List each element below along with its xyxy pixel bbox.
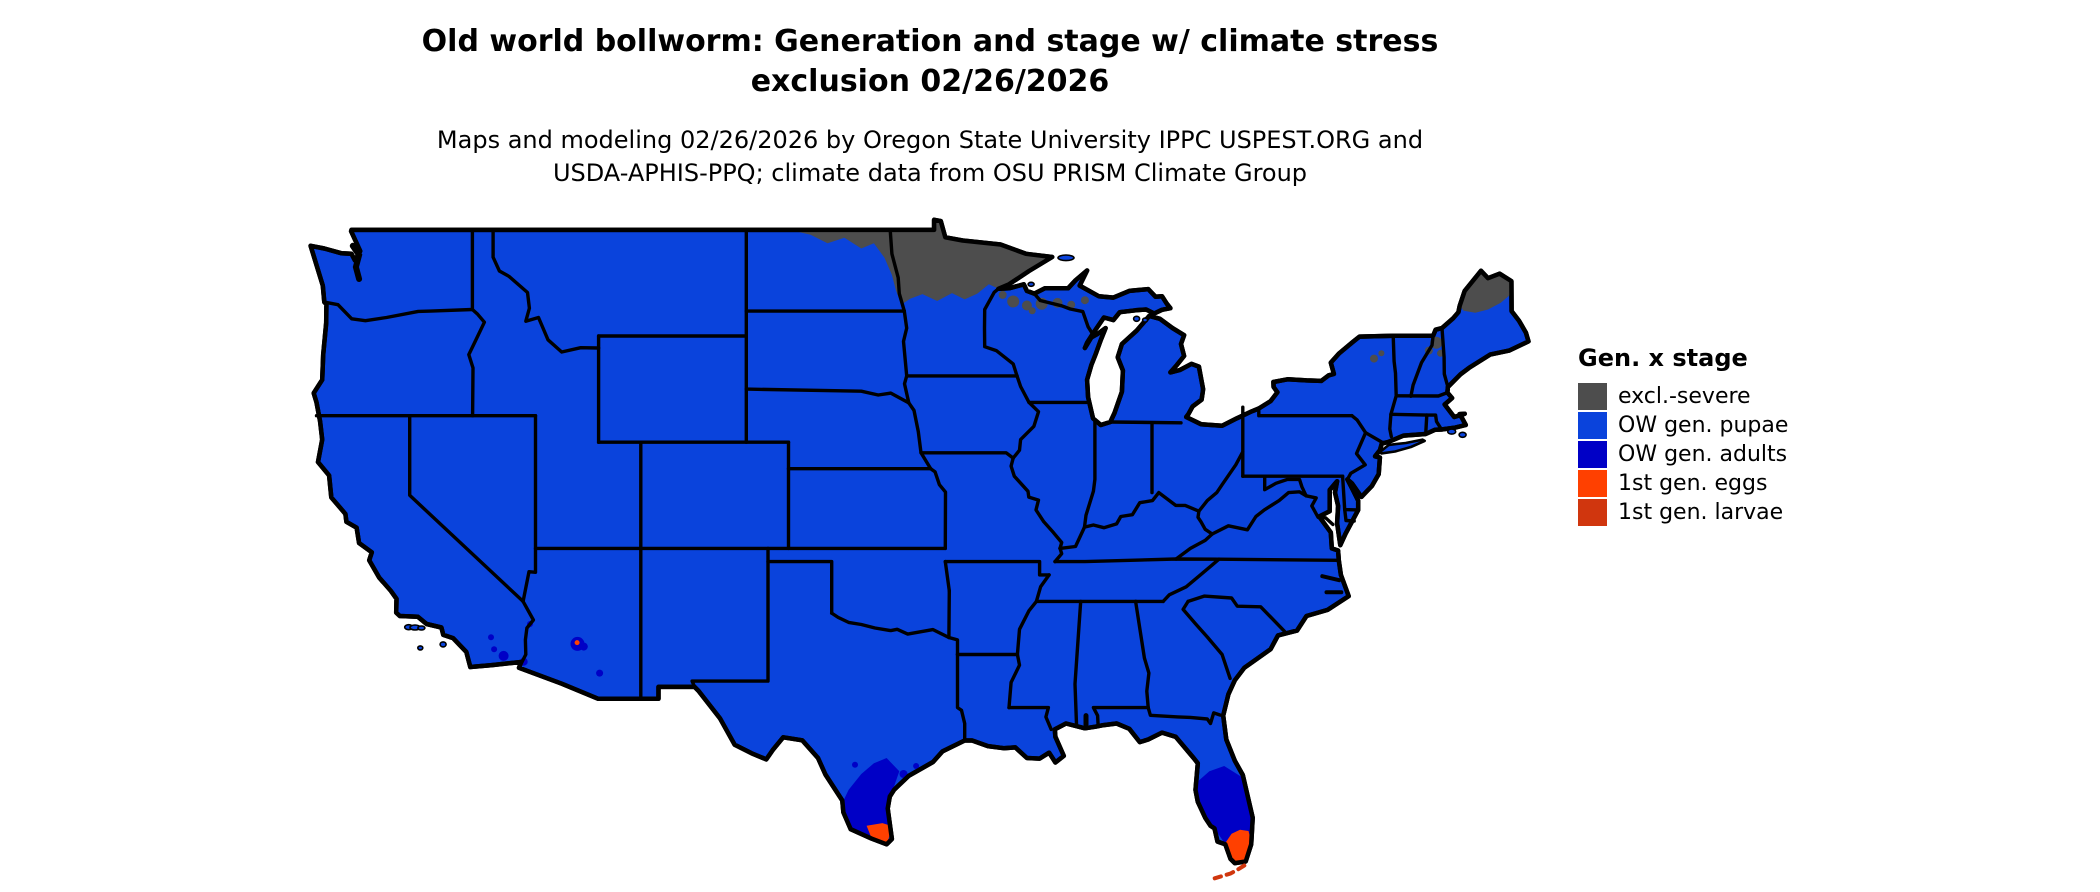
legend-label: 1st gen. larvae xyxy=(1618,499,1784,525)
legend-label: OW gen. adults xyxy=(1618,441,1788,467)
speck-adults xyxy=(913,763,920,769)
speck-adults xyxy=(491,646,498,653)
long-island xyxy=(1378,438,1426,455)
subtitle-line-1: Maps and modeling 02/26/2026 by Oregon S… xyxy=(436,126,1424,154)
speck-adults xyxy=(579,642,588,651)
region-ow-gen-adults xyxy=(842,758,900,845)
speck-excl xyxy=(1067,300,1076,309)
legend-swatch-excl xyxy=(1578,383,1607,410)
island xyxy=(1027,281,1035,288)
conus-landmass xyxy=(308,217,1531,866)
legend-swatch-larvae xyxy=(1578,499,1607,526)
legend-label: OW gen. pupae xyxy=(1618,412,1789,438)
bay-inlet xyxy=(1320,574,1342,583)
subtitle-line-2: USDA-APHIS-PPQ; climate data from OSU PR… xyxy=(552,159,1308,187)
legend-swatch-pupae xyxy=(1578,412,1607,439)
legend-item-eggs: 1st gen. eggs xyxy=(1578,469,1788,498)
legend-title: Gen. x stage xyxy=(1578,344,1748,372)
speck-adults xyxy=(498,650,509,661)
title-line-1: Old world bollworm: Generation and stage… xyxy=(421,24,1439,59)
speck-adults xyxy=(488,634,494,641)
island xyxy=(417,625,426,631)
speck-excl xyxy=(1021,300,1032,311)
conus-outline xyxy=(308,217,1531,866)
region-excl-severe xyxy=(789,219,1053,305)
legend-item-larvae: 1st gen. larvae xyxy=(1578,498,1788,527)
page-title: Old world bollworm: Generation and stage… xyxy=(0,22,1860,102)
speck-excl xyxy=(1370,354,1378,363)
island xyxy=(1446,428,1457,435)
island xyxy=(1458,431,1467,439)
island xyxy=(417,645,424,651)
legend-label: excl.-severe xyxy=(1618,383,1751,409)
speck-excl xyxy=(1080,296,1089,305)
state-borders xyxy=(314,228,1450,743)
island xyxy=(439,641,447,648)
speck-excl xyxy=(998,290,1007,299)
speck-excl xyxy=(1007,295,1020,308)
us-choropleth-map xyxy=(308,217,1531,881)
legend-label: 1st gen. eggs xyxy=(1618,470,1768,496)
legend-swatch-adults xyxy=(1578,441,1607,468)
legend-item-excl: excl.-severe xyxy=(1578,382,1788,411)
legend-item-pupae: OW gen. pupae xyxy=(1578,411,1788,440)
legend: Gen. x stage excl.-severe OW gen. pupae OW… xyxy=(1578,344,1788,527)
speck-adults xyxy=(852,761,858,768)
island xyxy=(1132,315,1141,323)
title-line-2: exclusion 02/26/2026 xyxy=(750,64,1110,99)
legend-items: excl.-severe OW gen. pupae OW gen. adults 1… xyxy=(1578,382,1788,527)
region-1st-gen-eggs xyxy=(1225,829,1252,864)
bay-inlet xyxy=(349,242,363,282)
island xyxy=(1141,317,1149,323)
speck-excl xyxy=(1378,350,1385,357)
island xyxy=(1057,254,1075,262)
page-subtitle: Maps and modeling 02/26/2026 by Oregon S… xyxy=(0,124,1860,190)
legend-swatch-eggs xyxy=(1578,470,1607,497)
florida-keys xyxy=(1212,863,1247,881)
speck-adults xyxy=(596,669,604,677)
legend-item-adults: OW gen. adults xyxy=(1578,440,1788,469)
speck-excl xyxy=(1028,307,1036,315)
speck-eggs xyxy=(574,640,580,646)
